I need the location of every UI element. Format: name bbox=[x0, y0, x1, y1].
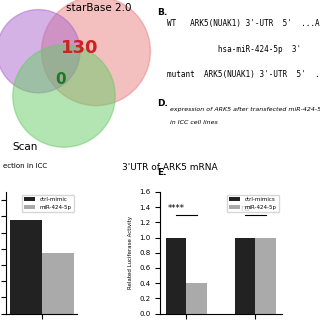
Text: expression of ARK5 after transfected miR-424-5p: expression of ARK5 after transfected miR… bbox=[170, 107, 320, 112]
Legend: ctrl-mimics, miR-424-5p: ctrl-mimics, miR-424-5p bbox=[227, 195, 279, 212]
Text: 3'UTR of ARK5 mRNA: 3'UTR of ARK5 mRNA bbox=[123, 163, 218, 172]
Text: ns: ns bbox=[240, 204, 250, 213]
Text: mutant  ARK5(NUAK1) 3'-UTR  5'  ...AUGCCUGUUACCa: mutant ARK5(NUAK1) 3'-UTR 5' ...AUGCCUGU… bbox=[167, 70, 320, 79]
Text: 130: 130 bbox=[61, 39, 99, 57]
Text: in ICC cell lines: in ICC cell lines bbox=[170, 120, 218, 125]
Text: E.: E. bbox=[157, 168, 166, 177]
Bar bbox=[255, 237, 276, 314]
Bar bbox=[42, 253, 74, 314]
Y-axis label: Related Luciferase Activity: Related Luciferase Activity bbox=[128, 216, 133, 289]
Bar bbox=[235, 237, 255, 314]
Bar bbox=[186, 283, 207, 314]
Circle shape bbox=[13, 45, 115, 147]
Legend: ctrl-mimic, miR-424-5p: ctrl-mimic, miR-424-5p bbox=[22, 195, 74, 212]
Bar bbox=[165, 237, 186, 314]
Circle shape bbox=[0, 10, 80, 93]
Text: D.: D. bbox=[157, 99, 168, 108]
Text: B.: B. bbox=[157, 8, 167, 17]
Circle shape bbox=[42, 0, 150, 106]
Text: hsa-miR-424-5p  3'      AAGUUUUGUCAU: hsa-miR-424-5p 3' AAGUUUUGUCAU bbox=[167, 45, 320, 54]
Bar bbox=[10, 220, 42, 314]
Text: ****: **** bbox=[167, 204, 184, 213]
Text: 0: 0 bbox=[55, 73, 66, 87]
Text: starBase 2.0: starBase 2.0 bbox=[67, 3, 132, 13]
Text: Scan: Scan bbox=[13, 142, 38, 152]
Text: WT   ARK5(NUAK1) 3'-UTR  5'  ...AUGCCUGUUACCA: WT ARK5(NUAK1) 3'-UTR 5' ...AUGCCUGUUACC… bbox=[167, 19, 320, 28]
Text: ection in ICC: ection in ICC bbox=[3, 163, 47, 169]
